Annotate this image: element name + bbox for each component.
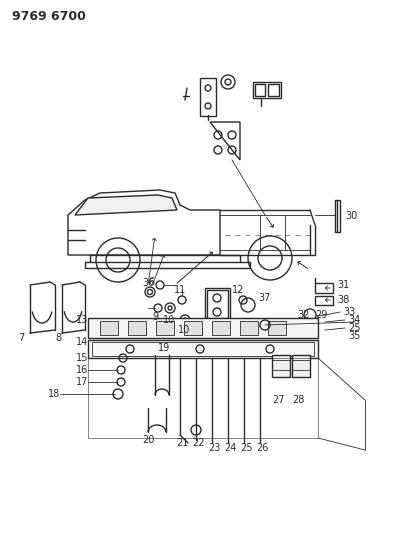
Text: 10: 10 (163, 315, 175, 325)
Bar (254, 84, 264, 96)
Text: 37: 37 (257, 293, 270, 303)
Text: 14: 14 (76, 337, 88, 347)
Bar (128, 321, 146, 335)
Bar (88, 340, 317, 358)
Text: 22: 22 (191, 438, 204, 448)
Text: 38: 38 (336, 295, 348, 305)
Bar (100, 321, 118, 335)
Text: 35: 35 (347, 331, 360, 341)
Text: 9769 6700: 9769 6700 (12, 10, 85, 22)
Bar (267, 321, 285, 335)
Text: 15: 15 (76, 353, 88, 363)
Text: 7: 7 (18, 333, 24, 343)
Text: 27: 27 (271, 395, 284, 405)
Bar (271, 355, 289, 377)
Text: 32: 32 (297, 310, 309, 320)
Bar (334, 200, 339, 232)
Text: 28: 28 (291, 395, 303, 405)
Text: 25: 25 (347, 323, 360, 333)
Bar (314, 283, 332, 293)
Bar (239, 321, 257, 335)
Text: 34: 34 (347, 315, 360, 325)
Bar (88, 318, 317, 338)
Bar (207, 290, 227, 318)
Bar (252, 82, 280, 98)
Bar (155, 321, 173, 335)
Text: 30: 30 (344, 211, 356, 221)
Bar (88, 358, 317, 438)
Text: 11: 11 (173, 285, 186, 295)
Text: 20: 20 (142, 435, 154, 445)
Text: 25: 25 (239, 443, 252, 453)
Text: 6: 6 (148, 277, 154, 287)
Text: 12: 12 (231, 285, 244, 295)
Bar (267, 84, 278, 96)
Text: 31: 31 (336, 280, 348, 290)
Text: 18: 18 (48, 389, 60, 399)
Text: 23: 23 (207, 443, 220, 453)
Bar (184, 321, 202, 335)
Text: 8: 8 (55, 333, 61, 343)
Polygon shape (75, 195, 177, 215)
Bar (200, 78, 216, 116)
Text: 17: 17 (76, 377, 88, 387)
Text: 19: 19 (157, 343, 170, 353)
Bar (92, 342, 313, 356)
Bar (211, 321, 229, 335)
Text: 24: 24 (223, 443, 236, 453)
Text: 26: 26 (255, 443, 268, 453)
Bar (314, 296, 332, 305)
Text: 13: 13 (76, 315, 88, 325)
Text: 21: 21 (175, 438, 188, 448)
Text: 36: 36 (142, 278, 154, 288)
Text: 10: 10 (178, 325, 190, 335)
Text: 29: 29 (314, 310, 326, 320)
Text: 9: 9 (152, 312, 158, 322)
Bar (204, 288, 229, 320)
Bar (291, 355, 309, 377)
Text: 33: 33 (342, 307, 354, 317)
Text: 16: 16 (76, 365, 88, 375)
